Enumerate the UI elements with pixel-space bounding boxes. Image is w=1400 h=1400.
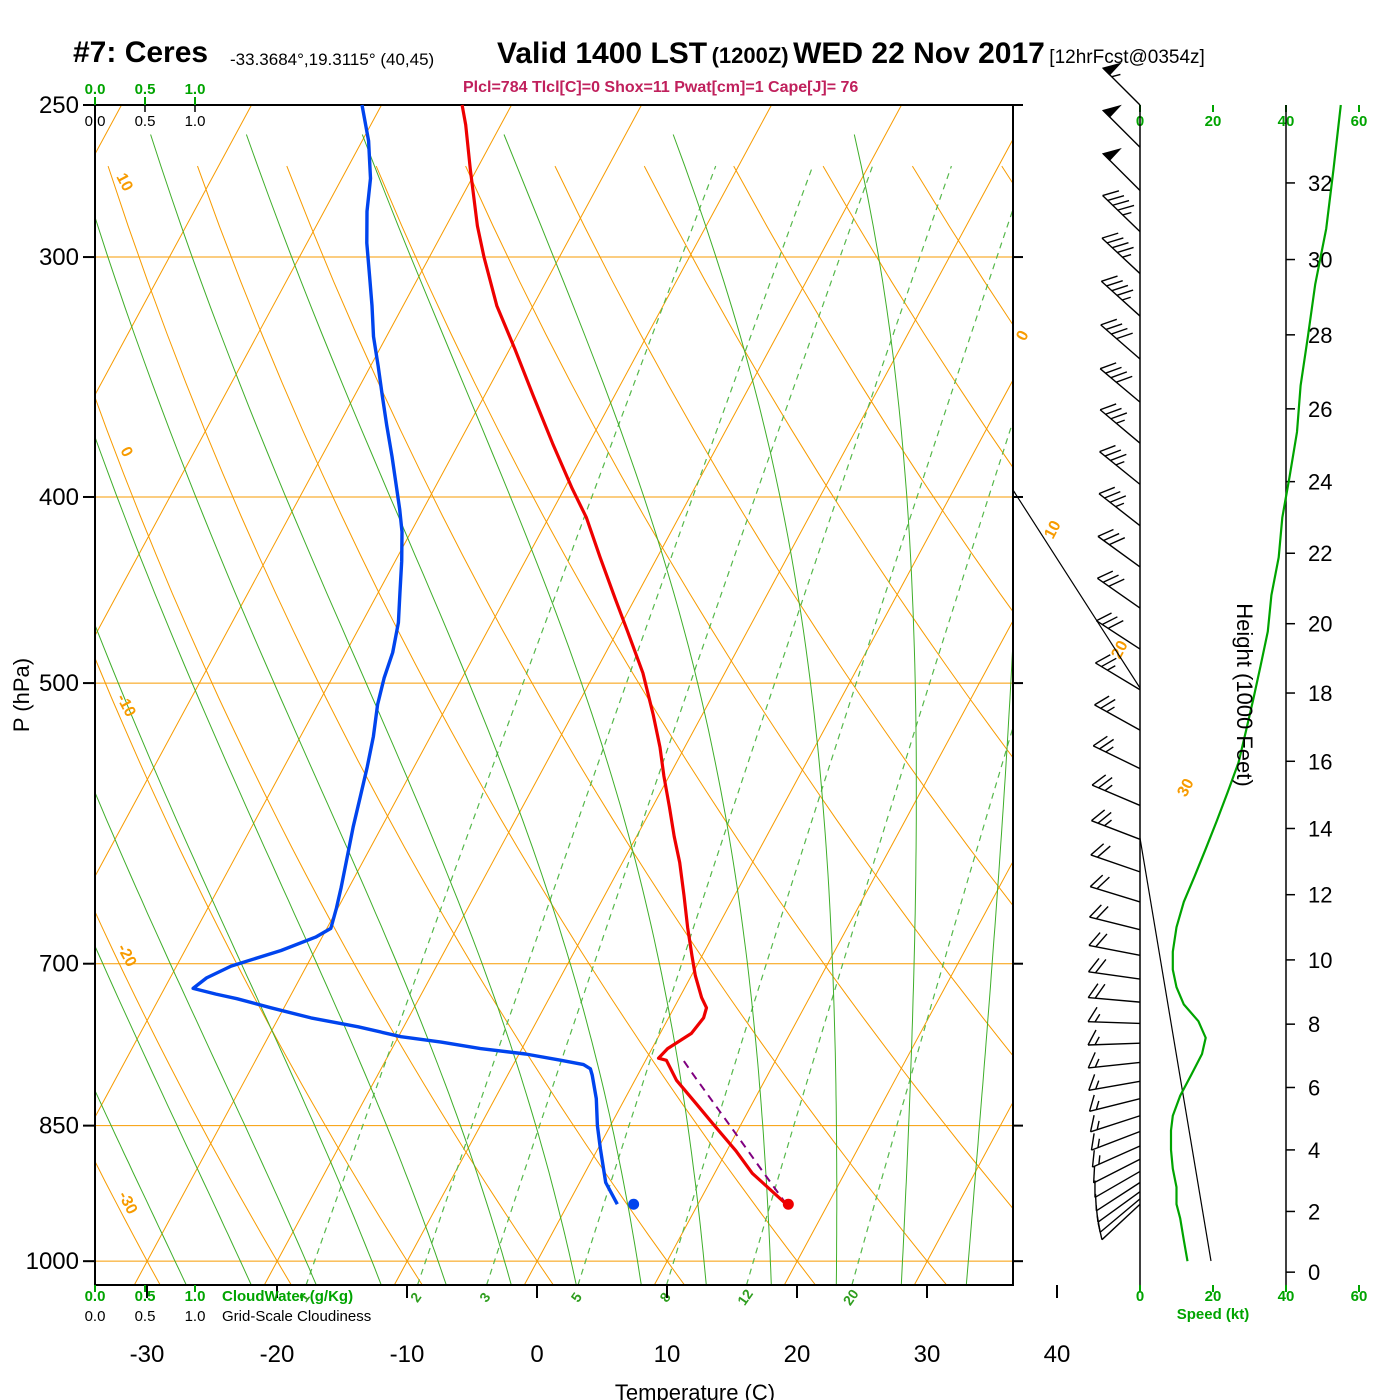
svg-text:32: 32	[1308, 171, 1332, 196]
svg-text:26: 26	[1308, 397, 1332, 422]
page-title: #7: Ceres	[73, 36, 209, 69]
svg-text:20: 20	[1205, 1288, 1222, 1305]
svg-text:10: 10	[112, 171, 135, 195]
wind-speed-profile	[1169, 104, 1342, 1262]
svg-text:0.0: 0.0	[85, 1288, 106, 1305]
svg-text:0: 0	[1013, 328, 1032, 344]
svg-text:0.0: 0.0	[85, 81, 106, 98]
svg-text:20: 20	[1205, 113, 1222, 130]
svg-text:4: 4	[1308, 1138, 1320, 1163]
height-axis-label: Height (1000 Feet)	[1232, 603, 1257, 787]
svg-text:250: 250	[39, 92, 79, 119]
temperature-axis-label: Temperature (C)	[614, 1380, 776, 1400]
cloudwater-scale: 0.0 0.0 0.0 0.0 0.5 0.5 0.5 0.5 1.0 1.0 1.0 1.0	[85, 81, 206, 1325]
svg-text:-30: -30	[130, 1341, 165, 1368]
svg-text:10: 10	[654, 1341, 681, 1368]
svg-text:1000: 1000	[26, 1248, 79, 1275]
valid-date: WED 22 Nov 2017	[793, 37, 1045, 70]
svg-text:0.5: 0.5	[135, 113, 156, 130]
temperature-curve	[460, 104, 788, 1206]
valid-time-line: Valid 1400 LST (1200Z) WED 22 Nov 2017 […	[497, 37, 1205, 71]
svg-text:-20: -20	[260, 1341, 295, 1368]
svg-text:0.5: 0.5	[135, 81, 156, 98]
speed-axis-label: Speed (kt)	[1176, 1306, 1250, 1323]
svg-text:30: 30	[1174, 776, 1197, 800]
svg-text:0.5: 0.5	[135, 1288, 156, 1305]
svg-text:20: 20	[784, 1341, 811, 1368]
svg-text:-10: -10	[390, 1341, 425, 1368]
svg-text:400: 400	[39, 484, 79, 511]
svg-text:60: 60	[1351, 113, 1368, 130]
svg-text:2: 2	[407, 1289, 425, 1305]
svg-text:40: 40	[1044, 1341, 1071, 1368]
svg-text:0: 0	[1136, 1288, 1144, 1305]
valid-zulu: (1200Z)	[711, 43, 789, 68]
svg-text:5: 5	[567, 1289, 585, 1305]
svg-text:10: 10	[1308, 948, 1332, 973]
moist-adiabats	[95, 134, 1013, 1285]
plot-frame	[94, 104, 1014, 1286]
svg-text:16: 16	[1308, 749, 1332, 774]
wind-barbs	[1087, 62, 1141, 1241]
gridscale-axis-label: Grid-Scale Cloudiness	[222, 1308, 372, 1325]
svg-text:1.0: 1.0	[185, 1308, 206, 1325]
svg-text:0: 0	[530, 1341, 543, 1368]
svg-text:14: 14	[1308, 816, 1332, 841]
svg-text:-10: -10	[113, 691, 139, 719]
svg-text:0: 0	[116, 444, 135, 460]
svg-text:300: 300	[39, 244, 79, 271]
svg-text:20: 20	[1108, 638, 1131, 662]
svg-text:1.0: 1.0	[185, 81, 206, 98]
svg-text:700: 700	[39, 951, 79, 978]
svg-text:850: 850	[39, 1113, 79, 1140]
svg-text:40: 40	[1278, 1288, 1295, 1305]
wind-staff	[1012, 105, 1212, 1285]
forecast-tag: [12hrFcst@0354z]	[1049, 47, 1205, 68]
svg-text:30: 30	[914, 1341, 941, 1368]
svg-text:0.0: 0.0	[85, 113, 106, 130]
valid-time: Valid 1400 LST	[497, 37, 708, 70]
svg-text:12: 12	[1308, 883, 1332, 908]
svg-text:0: 0	[1308, 1260, 1320, 1285]
svg-text:24: 24	[1308, 470, 1332, 495]
svg-text:12: 12	[734, 1286, 756, 1308]
svg-text:-20: -20	[113, 941, 139, 969]
dewpoint-curve	[191, 104, 619, 1206]
svg-text:1.0: 1.0	[185, 113, 206, 130]
station-coords: -33.3684°,19.3115° (40,45)	[230, 50, 435, 69]
svg-text:1.0: 1.0	[185, 1288, 206, 1305]
svg-text:8: 8	[1308, 1012, 1320, 1037]
svg-text:0.5: 0.5	[135, 1308, 156, 1325]
svg-text:6: 6	[1308, 1075, 1320, 1100]
mixing-ratio-lines	[305, 165, 1013, 1285]
svg-text:3: 3	[476, 1289, 494, 1305]
svg-text:0.0: 0.0	[85, 1308, 106, 1325]
svg-text:500: 500	[39, 670, 79, 697]
surface-dots	[628, 1198, 794, 1210]
pressure-axis-label: P (hPa)	[9, 657, 34, 733]
svg-text:2: 2	[1308, 1199, 1320, 1224]
svg-text:8: 8	[656, 1289, 674, 1305]
stats-line: Plcl=784 Tlcl[C]=0 Shox=11 Pwat[cm]=1 Ca…	[463, 79, 859, 96]
svg-text:22: 22	[1308, 541, 1332, 566]
svg-text:-30: -30	[114, 1189, 140, 1217]
parcel-path	[681, 1057, 788, 1205]
svg-text:20: 20	[1308, 612, 1332, 637]
cloudwater-axis-label: CloudWater (g/Kg)	[222, 1288, 354, 1305]
background-grid	[95, 105, 1013, 1285]
svg-text:60: 60	[1351, 1288, 1368, 1305]
svg-text:10: 10	[1041, 518, 1064, 542]
svg-text:18: 18	[1308, 681, 1332, 706]
svg-text:28: 28	[1308, 323, 1332, 348]
svg-text:20: 20	[840, 1286, 862, 1308]
